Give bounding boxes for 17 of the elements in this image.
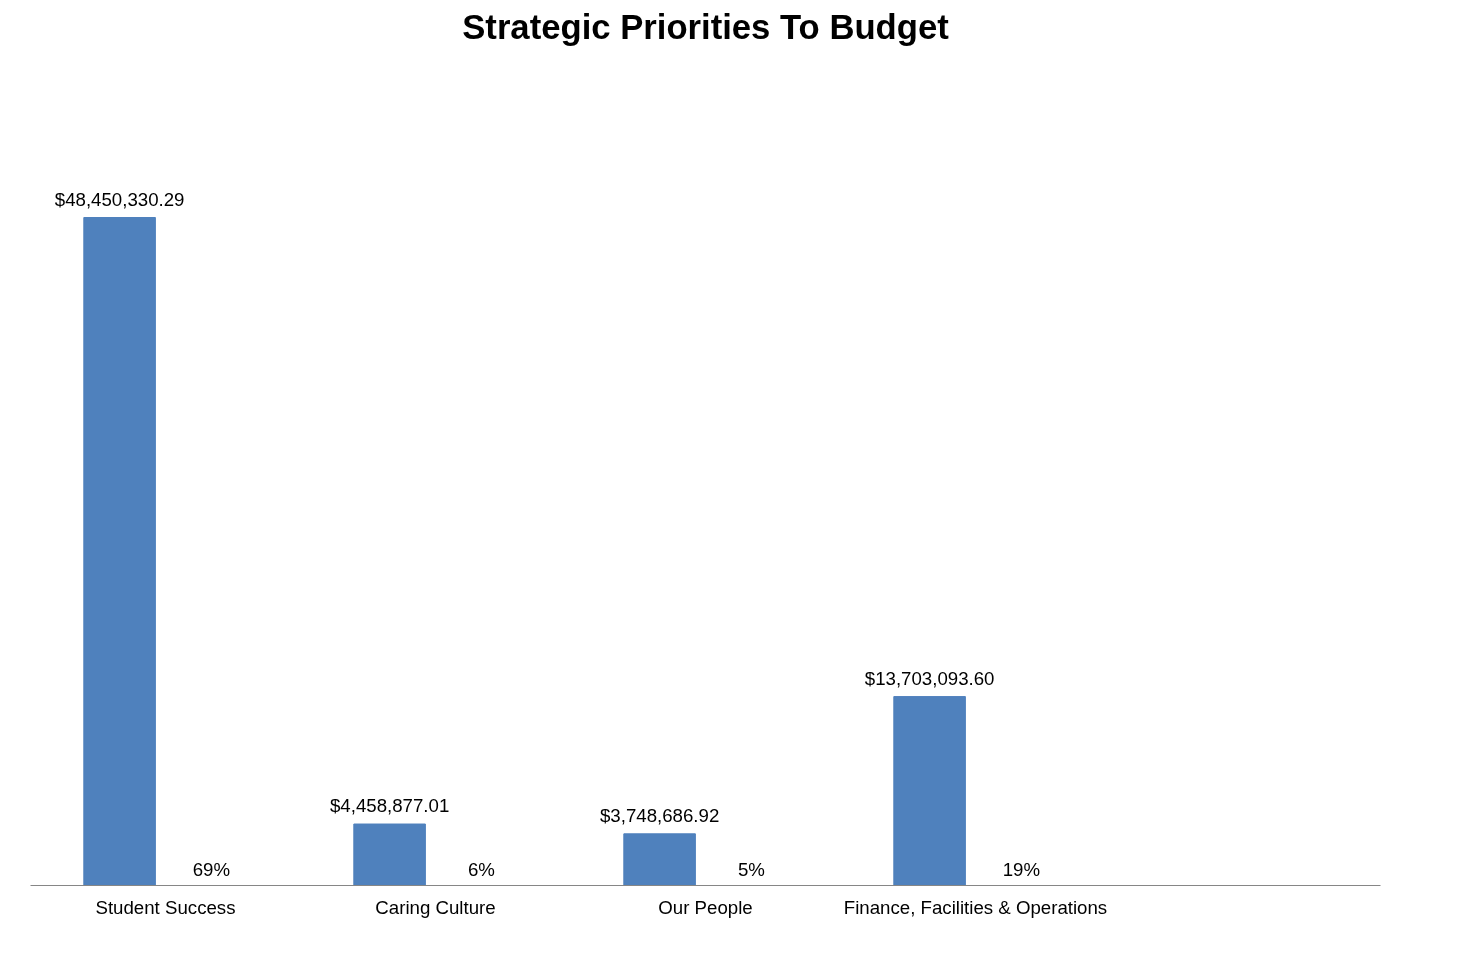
annotation: 69% [192, 858, 231, 880]
annotation: 5% [737, 858, 765, 880]
data-label: $3,748,686.92 [599, 804, 720, 826]
annotation: 19% [1002, 858, 1041, 880]
bar [623, 833, 696, 886]
x-tick-label: Finance, Facilities & Operations [843, 896, 1108, 918]
data-label: $13,703,093.60 [864, 667, 995, 689]
bar [893, 696, 966, 886]
data-label: $48,450,330.29 [54, 188, 185, 210]
annotation: 6% [467, 858, 495, 880]
bar [353, 823, 426, 886]
x-tick-label: Caring Culture [375, 896, 496, 918]
data-label: $4,458,877.01 [329, 795, 450, 817]
x-tick-label: Student Success [95, 896, 236, 918]
bar [83, 217, 156, 886]
chart-title: Strategic Priorities To Budget [462, 7, 950, 46]
x-tick-label: Our People [658, 896, 753, 918]
